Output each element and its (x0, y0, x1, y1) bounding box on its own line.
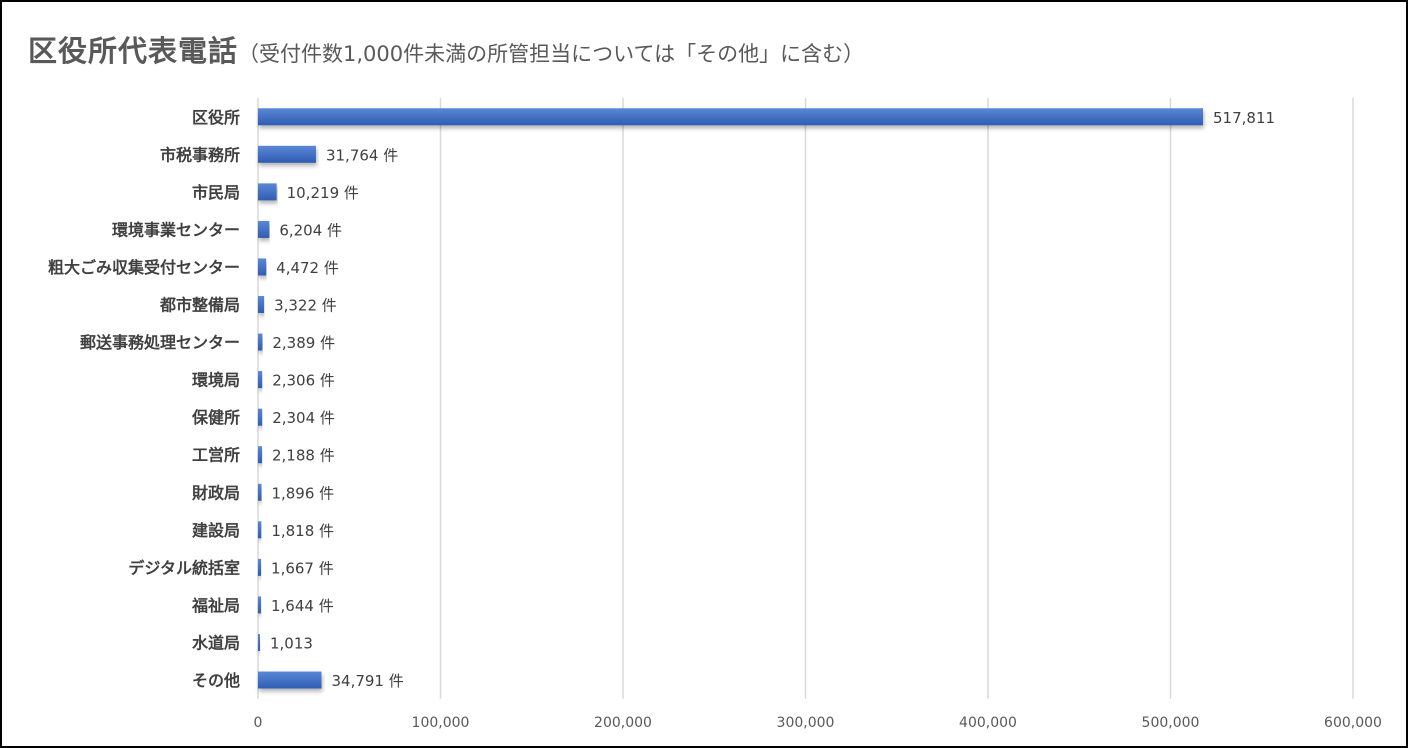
chart-title: 区役所代表電話（受付件数1,000件未満の所管担当については「その他」に含む） (28, 28, 864, 70)
category-label: 水道局 (192, 633, 240, 652)
data-label: 34,791 件 (331, 672, 403, 690)
x-tick-label: 500,000 (1142, 715, 1200, 731)
data-label: 3,322 件 (274, 297, 337, 315)
bar (258, 108, 1204, 126)
bar (258, 483, 262, 501)
category-label: 市税事務所 (160, 145, 240, 164)
bar (258, 633, 260, 651)
bar (258, 296, 265, 314)
category-label: 財政局 (192, 483, 240, 502)
bar (258, 446, 262, 464)
data-label: 4,472 件 (276, 259, 339, 277)
category-label: 保健所 (191, 408, 240, 427)
bar (258, 258, 267, 276)
category-label: 区役所 (192, 108, 240, 127)
category-label: 市民局 (192, 183, 240, 202)
bar (258, 558, 262, 576)
data-label: 31,764 件 (326, 146, 398, 164)
bar (258, 408, 263, 426)
bar (258, 596, 262, 614)
category-label: 工営所 (192, 446, 240, 465)
data-label: 1,013 (270, 634, 313, 652)
bar (258, 671, 322, 689)
data-label: 2,389 件 (272, 334, 335, 352)
bar (258, 333, 263, 351)
bar (258, 521, 262, 539)
data-label: 6,204 件 (279, 221, 342, 239)
data-label: 2,304 件 (272, 409, 335, 427)
x-tick-label: 600,000 (1324, 715, 1382, 731)
data-label: 1,896 件 (271, 484, 334, 502)
x-tick-label: 0 (254, 715, 263, 731)
category-label: デジタル統括室 (128, 558, 240, 577)
category-label: 環境局 (192, 371, 240, 390)
category-label: 建設局 (192, 521, 240, 540)
data-label: 1,644 件 (271, 597, 334, 615)
bar (258, 220, 270, 238)
category-label: 粗大ごみ収集受付センター (48, 258, 240, 277)
data-label: 1,818 件 (271, 522, 334, 540)
data-label: 10,219 件 (287, 184, 359, 202)
data-label: 2,306 件 (272, 372, 335, 390)
x-tick-label: 400,000 (959, 715, 1017, 731)
category-label: その他 (192, 671, 240, 690)
category-label: 郵送事務処理センター (80, 333, 240, 352)
bar (258, 371, 263, 389)
data-label: 1,667 件 (271, 559, 334, 577)
x-tick-label: 100,000 (412, 715, 470, 731)
chart-title-main: 区役所代表電話 (28, 34, 239, 68)
data-label: 2,188 件 (272, 447, 335, 465)
chart-subtitle: （受付件数1,000件未満の所管担当については「その他」に含む） (238, 42, 865, 66)
bar (258, 183, 277, 201)
data-label: 517,811 (1213, 109, 1275, 127)
category-label: 都市整備局 (159, 296, 240, 315)
category-label: 福祉局 (191, 596, 240, 615)
category-label: 環境事業センター (112, 220, 240, 239)
x-tick-label: 300,000 (777, 715, 835, 731)
x-tick-label: 200,000 (594, 715, 652, 731)
bar (258, 145, 316, 163)
